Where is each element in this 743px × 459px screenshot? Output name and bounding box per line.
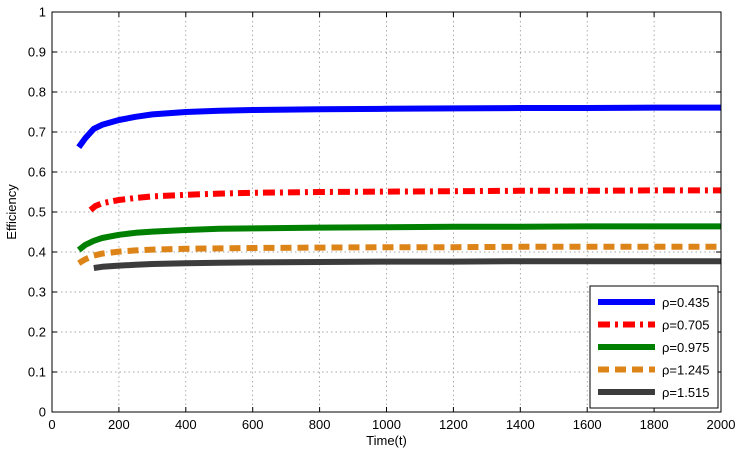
legend-label: ρ=1.245 <box>662 363 710 378</box>
y-tick-label: 0 <box>39 405 46 420</box>
legend: ρ=0.435 ρ=0.705 ρ=0.975 ρ=1.245 ρ=1.515 <box>589 285 719 409</box>
legend-label: ρ=1.515 <box>662 385 710 400</box>
x-tick-label: 1000 <box>372 417 401 432</box>
y-tick-label: 0.2 <box>28 325 46 340</box>
series-line-3 <box>76 223 721 253</box>
y-tick-label: 0.1 <box>28 365 46 380</box>
x-tick-label: 0 <box>48 417 55 432</box>
y-tick-label: 0.8 <box>28 85 46 100</box>
x-tick-label: 2000 <box>707 417 736 432</box>
series-lines <box>76 104 721 271</box>
x-tick-label: 1200 <box>439 417 468 432</box>
x-tick-label: 800 <box>309 417 331 432</box>
y-tick-label: 0.9 <box>28 45 46 60</box>
y-axis-title: Efficiency <box>4 184 19 240</box>
y-tick-label: 0.7 <box>28 125 46 140</box>
series-line-1 <box>76 104 721 149</box>
y-tick-label: 0.3 <box>28 285 46 300</box>
grid <box>52 12 721 412</box>
y-tick-label: 0.5 <box>28 205 46 220</box>
x-tick-label: 200 <box>108 417 130 432</box>
x-tick-label: 600 <box>242 417 264 432</box>
x-tick-label: 1400 <box>506 417 535 432</box>
legend-label: ρ=0.705 <box>662 318 710 333</box>
y-tick-label: 0.4 <box>28 245 46 260</box>
x-tick-label: 1800 <box>640 417 669 432</box>
series-line-4 <box>77 243 721 266</box>
axis-ticks: 0 200 400 600 800 1000 1200 1400 1600 1800 2000 0 0.… <box>28 5 736 433</box>
x-tick-label: 1600 <box>573 417 602 432</box>
x-axis-title: Time(t) <box>366 433 407 448</box>
x-tick-label: 400 <box>175 417 197 432</box>
legend-label: ρ=0.435 <box>662 295 710 310</box>
y-tick-label: 1 <box>39 5 46 20</box>
series-line-5 <box>93 258 721 271</box>
legend-label: ρ=0.975 <box>662 340 710 355</box>
y-tick-label: 0.6 <box>28 165 46 180</box>
